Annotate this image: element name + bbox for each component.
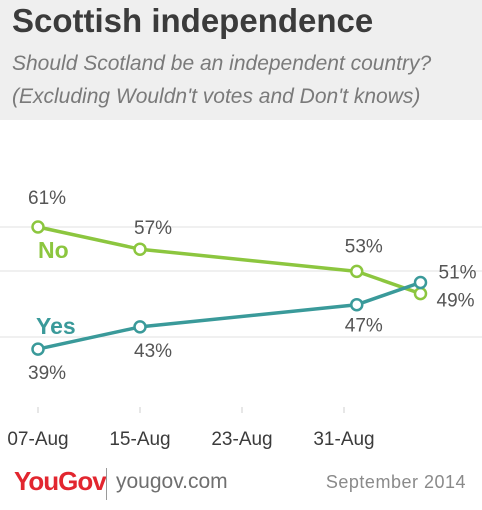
data-point-yes <box>133 320 147 334</box>
data-label-no: 57% <box>134 218 172 239</box>
series-label-yes: Yes <box>36 313 76 339</box>
data-point-yes <box>413 275 428 290</box>
data-label-yes: 47% <box>345 316 383 337</box>
data-label-yes: 39% <box>28 363 66 384</box>
chart-footer: YouGov yougov.com September 2014 <box>0 462 482 510</box>
data-point-no <box>350 264 364 279</box>
x-tick-label: 23-Aug <box>211 429 272 450</box>
x-tick-label: 15-Aug <box>109 429 170 450</box>
data-label-no: 61% <box>28 188 66 209</box>
x-tick-label: 07-Aug <box>7 429 68 450</box>
chart-subtitle-note: (Excluding Wouldn't votes and Don't know… <box>12 85 421 108</box>
chart-header: Scottish independence Should Scotland be… <box>0 0 482 120</box>
yougov-logo: YouGov <box>14 466 107 496</box>
chart-title: Scottish independence <box>12 2 374 39</box>
series-label-no: No <box>38 237 69 263</box>
publication-date: September 2014 <box>325 472 466 492</box>
x-tick-label: 31-Aug <box>313 429 374 450</box>
site-name: yougov.com <box>116 470 228 493</box>
data-point-yes <box>31 342 45 356</box>
data-label-yes: 51% <box>439 263 477 284</box>
data-point-no <box>133 242 147 256</box>
data-label-no: 49% <box>437 291 475 312</box>
series-line-yes <box>37 280 422 351</box>
line-chart: 07-Aug 15-Aug 23-Aug 31-Aug 61% 57% 53% 49% No 39… <box>0 188 482 450</box>
data-point-yes <box>350 297 364 312</box>
data-point-no <box>31 220 45 234</box>
series-line-no <box>37 225 422 296</box>
data-label-yes: 43% <box>134 341 172 362</box>
data-point-no <box>413 286 428 301</box>
data-label-no: 53% <box>345 236 383 257</box>
chart-subtitle-question: Should Scotland be an independent countr… <box>12 52 432 75</box>
footer-divider <box>106 468 107 500</box>
